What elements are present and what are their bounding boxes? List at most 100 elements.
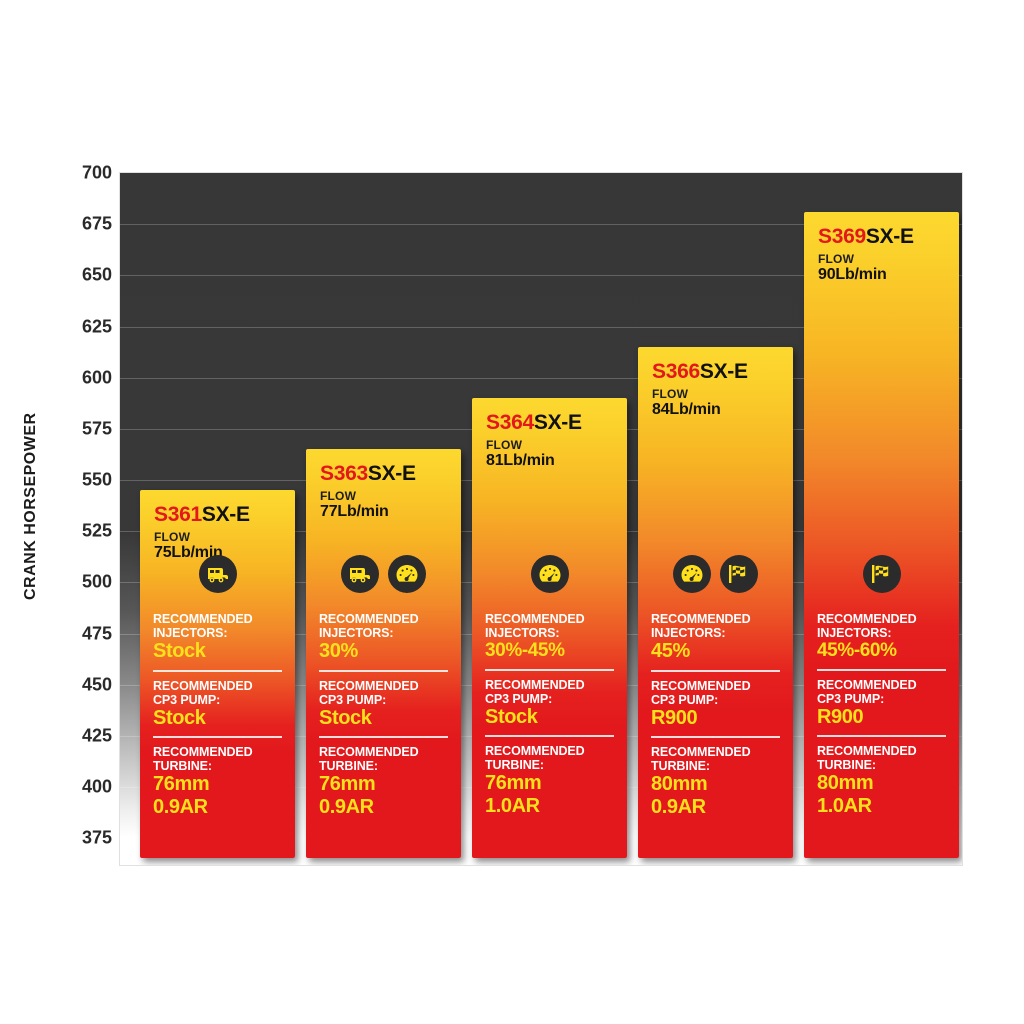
y-tick-label: 625 (81, 316, 112, 337)
spec-list: RECOMMENDED INJECTORS: 45% RECOMMENDED CP3 P… (638, 605, 793, 825)
bar-s363[interactable]: S363SX-E FLOW 77Lb/min RECOMMENDED INJECTORS… (306, 449, 461, 858)
flow-label: FLOW (818, 251, 855, 266)
spec-label-2: TURBINE: (817, 758, 876, 773)
flow-label: FLOW (652, 387, 689, 402)
gauge-icon (530, 554, 569, 593)
y-tick-label: 425 (81, 725, 112, 746)
spec-turbine: RECOMMENDED TURBINE: 80mm 0.9AR (651, 736, 780, 825)
spec-value: Stock (153, 706, 206, 729)
spec-injectors: RECOMMENDED INJECTORS: Stock (153, 605, 282, 670)
y-tick-label: 675 (81, 213, 112, 234)
spec-turbine: RECOMMENDED TURBINE: 80mm 1.0AR (817, 735, 946, 824)
spec-injectors: RECOMMENDED INJECTORS: 30% (319, 605, 448, 670)
icon-row (140, 554, 295, 593)
spec-label-2: CP3 PUMP: (153, 692, 221, 707)
spec-label-2: INJECTORS: (319, 625, 394, 640)
spec-label: RECOMMENDED (817, 744, 917, 759)
bar-s364[interactable]: S364SX-E FLOW 81Lb/min RECOMMENDED INJECTORS… (472, 398, 627, 858)
spec-value-line2: 0.9AR (153, 795, 208, 818)
spec-label-2: TURBINE: (651, 759, 710, 774)
model-name: S363SX-E (320, 463, 447, 485)
spec-cp3-pump: RECOMMENDED CP3 PUMP: R900 (651, 669, 780, 737)
spec-injectors: RECOMMENDED INJECTORS: 45%-60% (817, 605, 946, 669)
checkered-flag-icon (720, 554, 758, 593)
spec-label: RECOMMENDED (319, 745, 419, 760)
spec-cp3-pump: RECOMMENDED CP3 PUMP: Stock (153, 669, 282, 737)
y-tick-label: 650 (81, 264, 112, 285)
icon-row (306, 554, 461, 593)
spec-value-line2: 0.9AR (651, 795, 706, 818)
bar-header: S363SX-E FLOW 77Lb/min (306, 449, 461, 521)
bar-header: S361SX-E FLOW 75Lb/min (140, 490, 295, 562)
spec-label: RECOMMENDED (153, 611, 253, 626)
bar-header: S366SX-E FLOW 84Lb/min (638, 347, 793, 419)
spec-list: RECOMMENDED INJECTORS: Stock RECOMMENDED CP3… (140, 605, 295, 825)
bar-s361[interactable]: S361SX-E FLOW 75Lb/min RECOMMENDED INJECTORS… (140, 490, 295, 858)
spec-label: RECOMMENDED (153, 745, 253, 760)
plot-area: S361SX-E FLOW 75Lb/min RECOMMENDED INJECTORS… (120, 173, 962, 865)
spec-label: RECOMMENDED (817, 677, 917, 692)
spec-value-line2: 0.9AR (319, 795, 374, 818)
y-tick-label: 525 (81, 520, 112, 541)
spec-label-2: CP3 PUMP: (485, 691, 553, 706)
model-suffix: SX-E (201, 503, 250, 527)
flow-value: 81Lb/min (486, 452, 555, 470)
trailer-icon (341, 554, 379, 593)
spec-label: RECOMMENDED (485, 611, 585, 626)
spec-label-2: INJECTORS: (485, 625, 560, 640)
spec-injectors: RECOMMENDED INJECTORS: 30%-45% (485, 605, 614, 669)
spec-label-2: TURBINE: (485, 758, 544, 773)
model-code: S361 (154, 503, 202, 527)
flow-label: FLOW (154, 530, 191, 545)
spec-label: RECOMMENDED (817, 611, 917, 626)
bar-header: S364SX-E FLOW 81Lb/min (472, 398, 627, 470)
gridline (120, 326, 962, 328)
spec-value-line1: 76mm (485, 772, 542, 795)
gauge-icon (388, 554, 426, 593)
spec-label-2: TURBINE: (153, 759, 212, 774)
bar-s369[interactable]: S369SX-E FLOW 90Lb/min RECOMMENDED INJECTORS… (804, 211, 959, 858)
spec-value-line2: 1.0AR (485, 794, 540, 817)
flow-label: FLOW (486, 438, 523, 453)
spec-value: 30% (319, 639, 358, 662)
y-tick-label: 400 (81, 776, 112, 797)
checkered-flag-icon (862, 554, 901, 593)
spec-value: Stock (153, 639, 206, 662)
gauge-icon (673, 554, 711, 593)
flow-value: 77Lb/min (320, 503, 389, 521)
y-tick-label: 450 (81, 674, 112, 695)
bar-header: S369SX-E FLOW 90Lb/min (804, 212, 959, 284)
model-name: S361SX-E (154, 504, 281, 526)
y-tick-label: 475 (81, 623, 112, 644)
spec-value: Stock (485, 705, 538, 728)
spec-value: 30%-45% (485, 639, 565, 661)
model-code: S364 (486, 411, 534, 435)
spec-value-line2: 1.0AR (817, 794, 872, 817)
spec-label: RECOMMENDED (651, 611, 751, 626)
y-tick-label: 700 (81, 162, 112, 183)
spec-value-line1: 76mm (319, 773, 376, 796)
spec-label: RECOMMENDED (651, 678, 751, 693)
spec-value-line1: 76mm (153, 773, 210, 796)
gridline (120, 224, 962, 226)
spec-value-line1: 80mm (651, 773, 708, 796)
spec-label-2: CP3 PUMP: (651, 692, 719, 707)
spec-list: RECOMMENDED INJECTORS: 30%-45% RECOMMENDED C… (472, 605, 627, 824)
model-suffix: SX-E (367, 462, 416, 486)
model-code: S366 (652, 360, 700, 384)
spec-list: RECOMMENDED INJECTORS: 45%-60% RECOMMENDED C… (804, 605, 959, 824)
spec-label-2: TURBINE: (319, 759, 378, 774)
spec-label: RECOMMENDED (153, 678, 253, 693)
spec-value-line1: 80mm (817, 772, 874, 795)
icon-row (638, 554, 793, 593)
trailer-icon (198, 554, 237, 593)
spec-label-2: INJECTORS: (153, 625, 228, 640)
spec-turbine: RECOMMENDED TURBINE: 76mm 1.0AR (485, 735, 614, 824)
spec-label-2: INJECTORS: (651, 625, 726, 640)
spec-value: 45% (651, 639, 690, 662)
model-suffix: SX-E (699, 360, 748, 384)
bar-s366[interactable]: S366SX-E FLOW 84Lb/min RECOMMENDED INJECTORS… (638, 347, 793, 858)
spec-label: RECOMMENDED (485, 744, 585, 759)
y-tick-label: 500 (81, 571, 112, 592)
